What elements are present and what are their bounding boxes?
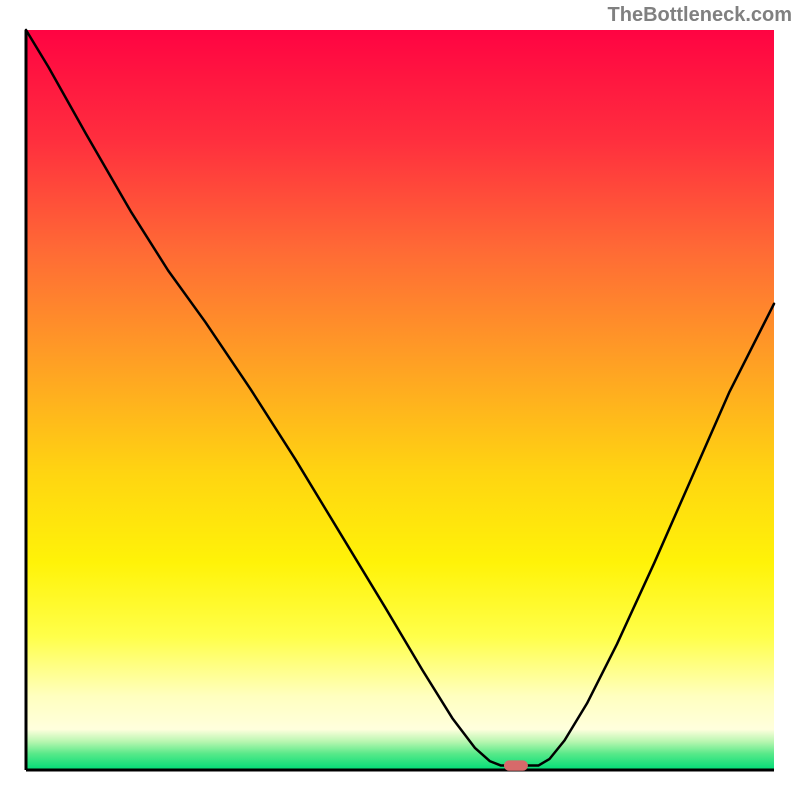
chart-container: TheBottleneck.com — [0, 0, 800, 800]
optimal-marker — [504, 760, 528, 770]
bottleneck-curve-chart — [0, 0, 800, 800]
plot-background — [26, 30, 774, 770]
watermark-text: TheBottleneck.com — [608, 4, 792, 27]
